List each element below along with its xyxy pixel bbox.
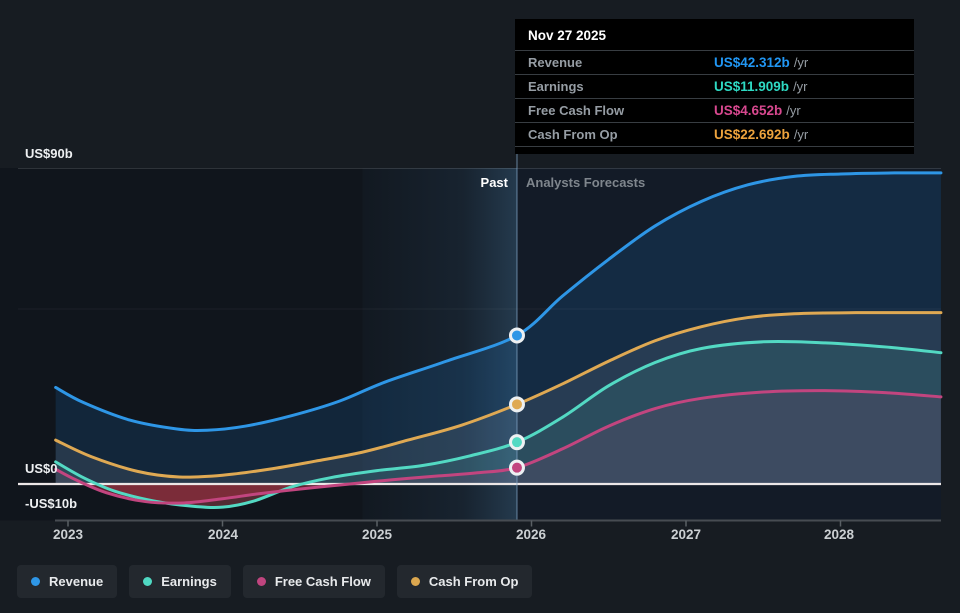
x-axis-label-2025: 2025 xyxy=(361,527,393,542)
y-axis-label-90b: US$90b xyxy=(25,146,73,161)
cash-from-op-line xyxy=(54,311,943,479)
tooltip-label-cash-from-op: Cash From Op xyxy=(528,127,618,142)
y-axis-label-zero: US$0 xyxy=(25,461,58,476)
forecast-region-label: Analysts Forecasts xyxy=(526,175,646,190)
revenue-dot-icon xyxy=(31,577,40,586)
chart-tooltip: Nov 27 2025 Revenue US$42.312b/yr Earnin… xyxy=(515,19,914,154)
earnings-dot-icon xyxy=(143,577,153,586)
tooltip-suffix-earnings: /yr xyxy=(793,79,808,94)
tooltip-row-cash-from-op: Cash From Op US$22.692b/yr xyxy=(515,122,914,147)
x-axis-label-2023: 2023 xyxy=(52,527,84,542)
earnings-area xyxy=(55,341,941,508)
free-cash-flow-line xyxy=(54,389,943,505)
y-axis-label-neg10b: -US$10b xyxy=(25,496,78,511)
legend-label-cash-from-op: Cash From Op xyxy=(428,574,519,589)
legend-item-revenue[interactable]: Revenue xyxy=(17,565,118,598)
earnings-today-marker xyxy=(508,434,525,451)
free-cash-flow-today-marker xyxy=(508,459,525,476)
tooltip-suffix-cash-from-op: /yr xyxy=(793,127,809,142)
tooltip-value-earnings: US$11.909b xyxy=(714,79,790,94)
tooltip-row-free-cash-flow: Free Cash Flow US$4.652b/yr xyxy=(515,98,914,122)
tooltip-label-revenue: Revenue xyxy=(528,55,583,70)
legend-item-earnings[interactable]: Earnings xyxy=(129,565,231,598)
tooltip-label-earnings: Earnings xyxy=(528,79,584,94)
revenue-line xyxy=(54,171,943,432)
tooltip-value-revenue: US$42.312b xyxy=(714,55,790,70)
x-axis-label-2028: 2028 xyxy=(823,527,855,542)
legend-item-cash-from-op[interactable]: Cash From Op xyxy=(396,565,533,598)
cash-from-op-area xyxy=(55,312,941,484)
tooltip-suffix-free-cash-flow: /yr xyxy=(786,103,801,118)
tooltip-row-earnings: Earnings US$11.909b/yr xyxy=(515,74,914,98)
tooltip-label-free-cash-flow: Free Cash Flow xyxy=(528,103,625,118)
tooltip-value-cash-from-op: US$22.692b xyxy=(714,127,790,142)
cash-from-op-today-marker xyxy=(508,396,525,413)
legend-label-free-cash-flow: Free Cash Flow xyxy=(274,574,371,589)
free-cash-flow-area xyxy=(55,390,941,504)
tooltip-value-free-cash-flow: US$4.652b xyxy=(714,103,783,118)
tooltip-date: Nov 27 2025 xyxy=(528,28,607,43)
past-region-label: Past xyxy=(480,175,508,190)
cash-from-op-dot-icon xyxy=(410,577,420,586)
legend-item-free-cash-flow[interactable]: Free Cash Flow xyxy=(242,565,385,598)
revenue-area xyxy=(55,172,941,485)
legend-label-revenue: Revenue xyxy=(49,574,104,589)
x-axis-label-2026: 2026 xyxy=(515,527,547,542)
x-axis-label-2024: 2024 xyxy=(207,527,239,542)
revenue-today-marker xyxy=(508,327,525,344)
tooltip-suffix-revenue: /yr xyxy=(793,55,809,70)
free-cash-flow-dot-icon xyxy=(256,577,266,586)
tooltip-row-revenue: Revenue US$42.312b/yr xyxy=(515,50,914,74)
legend-label-earnings: Earnings xyxy=(161,574,217,589)
x-axis-label-2027: 2027 xyxy=(670,527,702,542)
chart-legend: Revenue Earnings Free Cash Flow Cash Fro… xyxy=(17,565,533,598)
